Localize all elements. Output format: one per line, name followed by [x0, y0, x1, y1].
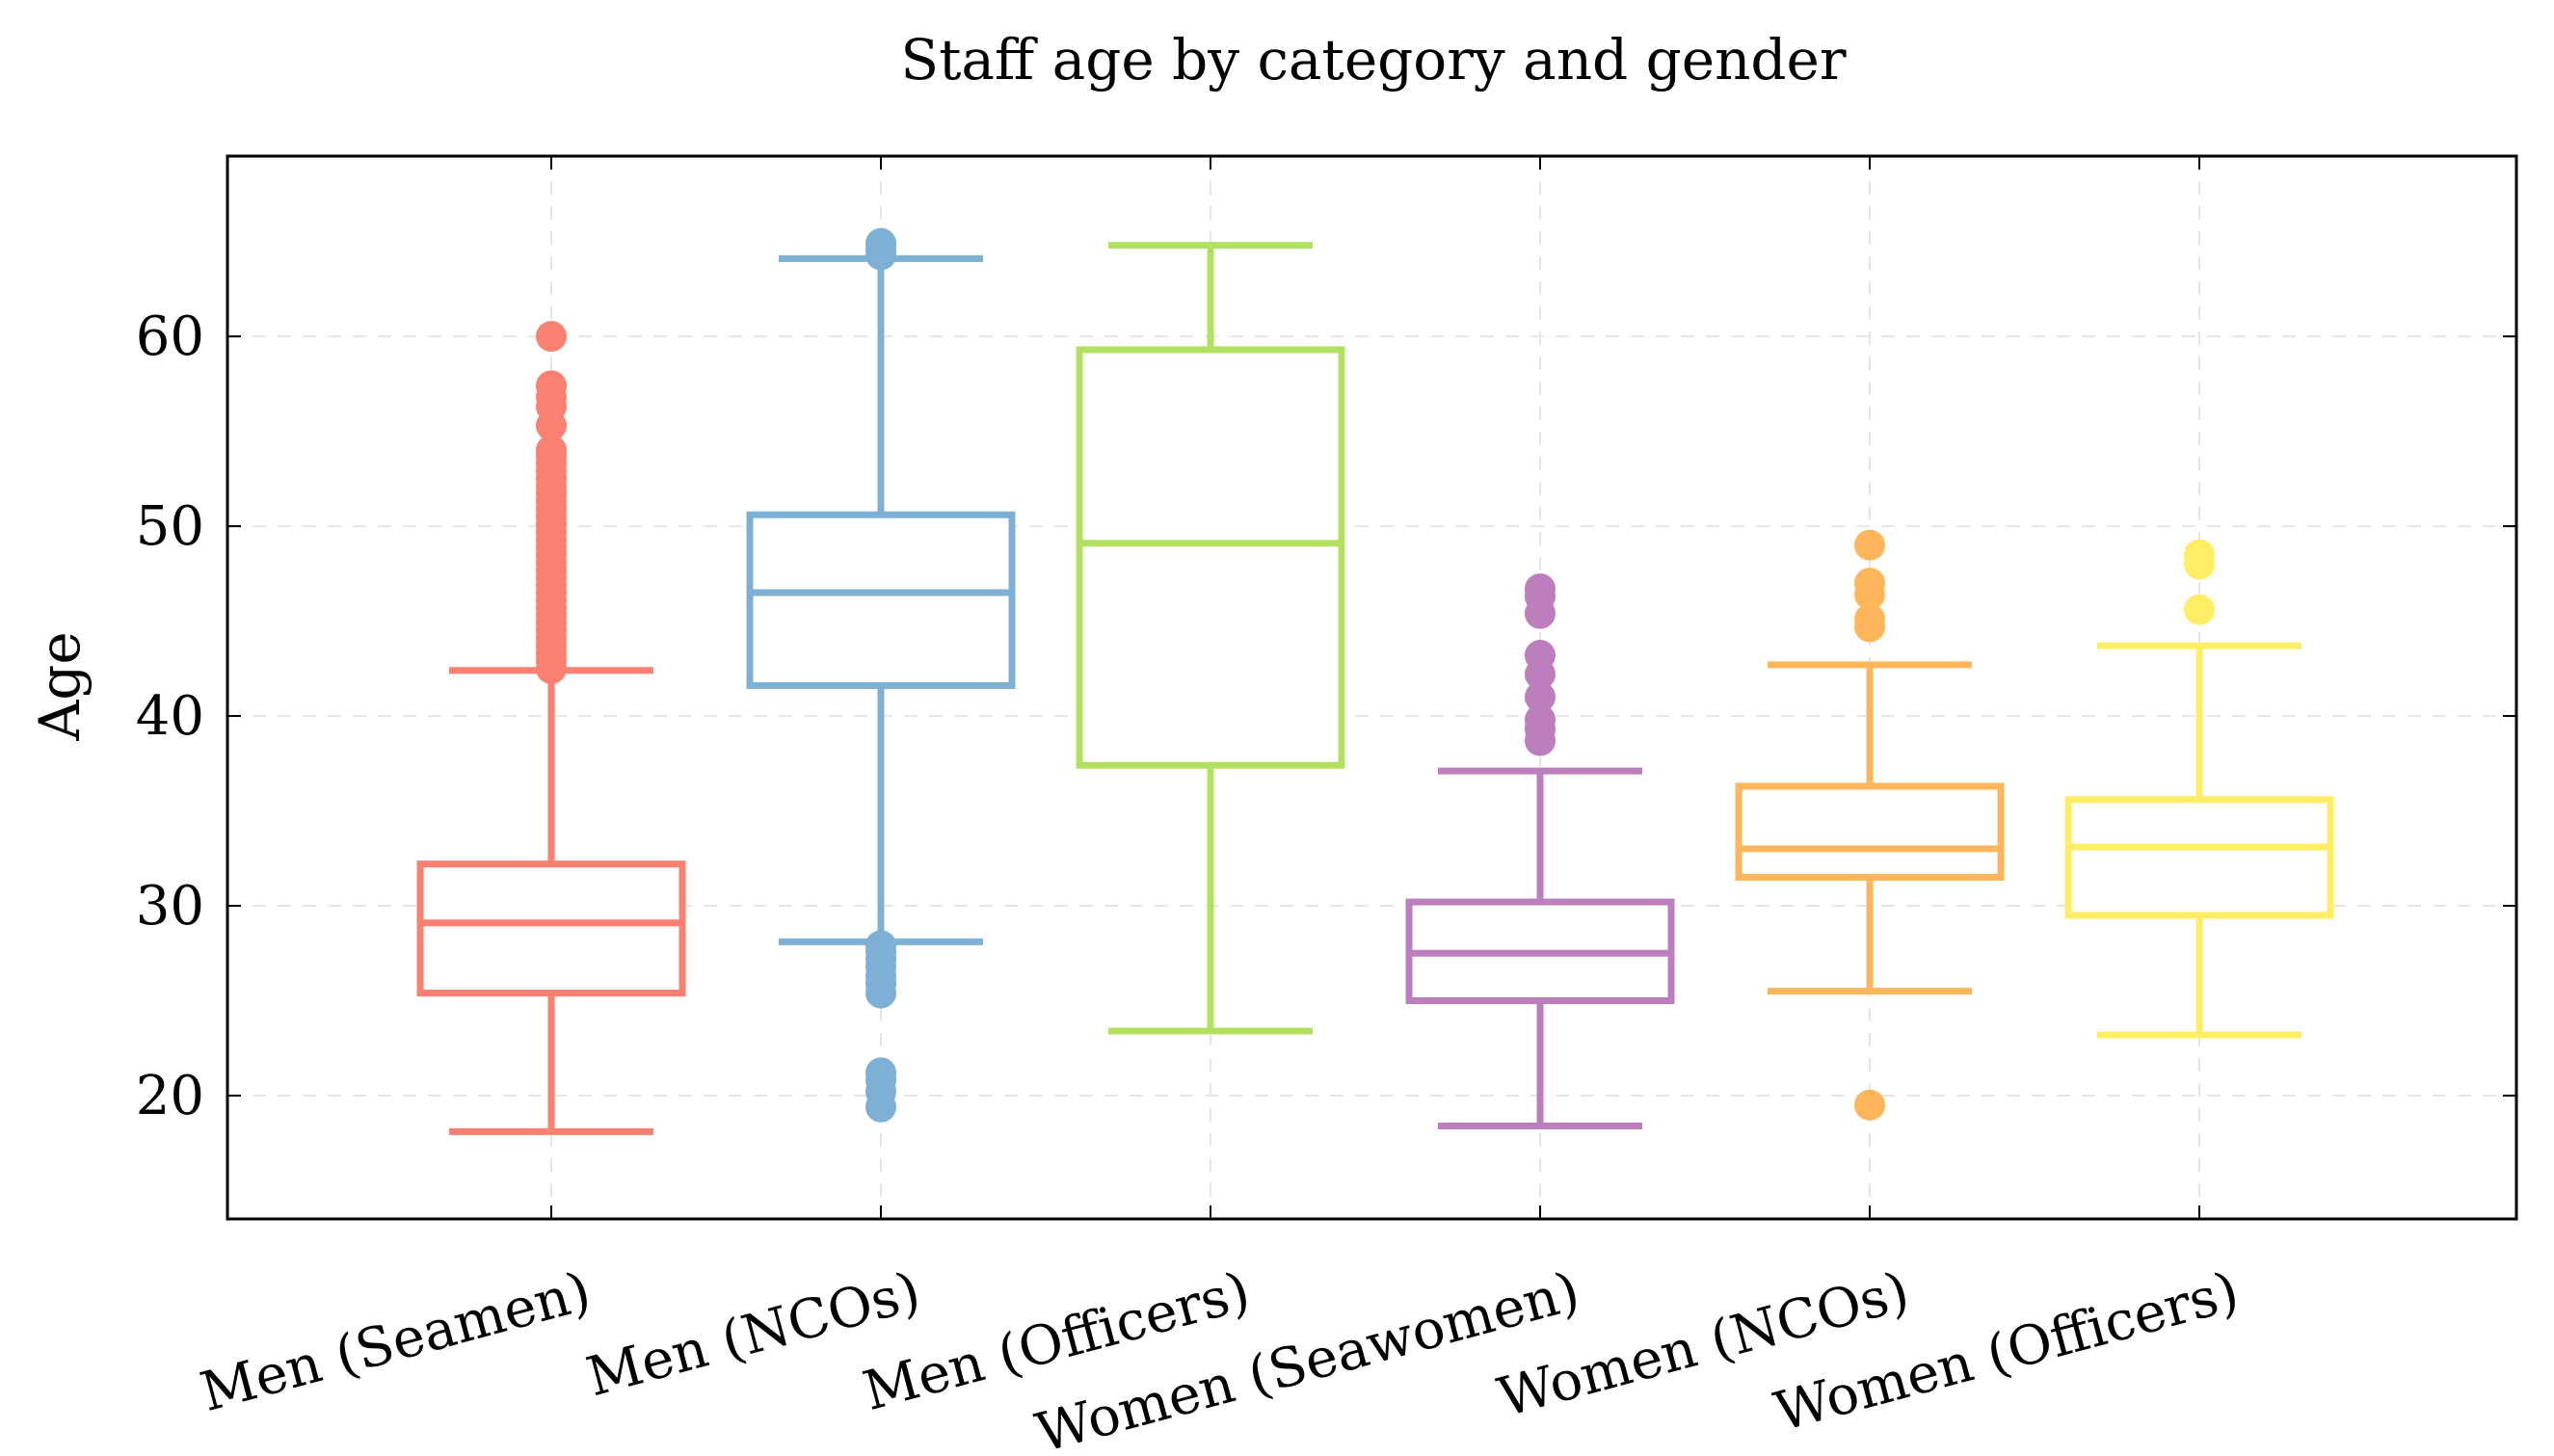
plot-frame [226, 154, 2518, 1221]
box-4 [1735, 661, 2005, 995]
iqr-box [1735, 782, 2005, 881]
box-0 [416, 667, 686, 1135]
iqr-box [746, 511, 1016, 690]
box-5 [2064, 642, 2334, 1039]
iqr-box [2064, 796, 2334, 919]
outlier-point [1525, 703, 1556, 735]
y-tick-label: 20 [136, 1065, 204, 1127]
box-3 [1405, 767, 1675, 1129]
outlier-point [865, 930, 896, 962]
outlier-point [865, 227, 896, 259]
boxes-layer [416, 227, 2334, 1135]
outlier-point [536, 370, 567, 402]
outlier-point [1854, 529, 1885, 561]
outlier-point [1525, 573, 1556, 605]
outlier-point [1525, 640, 1556, 672]
outlier-point [536, 435, 567, 466]
y-axis-label: Age [27, 631, 93, 741]
outlier-point [1854, 1089, 1885, 1121]
y-tick-label: 60 [136, 305, 204, 368]
y-tick-label: 30 [136, 875, 204, 938]
outlier-point [1854, 603, 1885, 635]
outlier-point [1525, 681, 1556, 713]
grid-lines [227, 156, 2516, 1219]
box-2 [1076, 242, 1345, 1035]
outlier-point [1854, 568, 1885, 599]
outlier-point [2184, 594, 2215, 625]
box-1 [746, 254, 1016, 945]
iqr-box [416, 860, 686, 997]
x-tick-label: Men (Seamen) [195, 1260, 598, 1424]
outlier-point [536, 321, 567, 353]
chart-title: Staff age by category and gender [900, 27, 1846, 93]
outlier-point [865, 1057, 896, 1089]
outlier-point [2184, 539, 2215, 570]
y-tick-label: 40 [136, 685, 204, 748]
iqr-box [1076, 346, 1345, 769]
y-tick-label: 50 [136, 495, 204, 558]
